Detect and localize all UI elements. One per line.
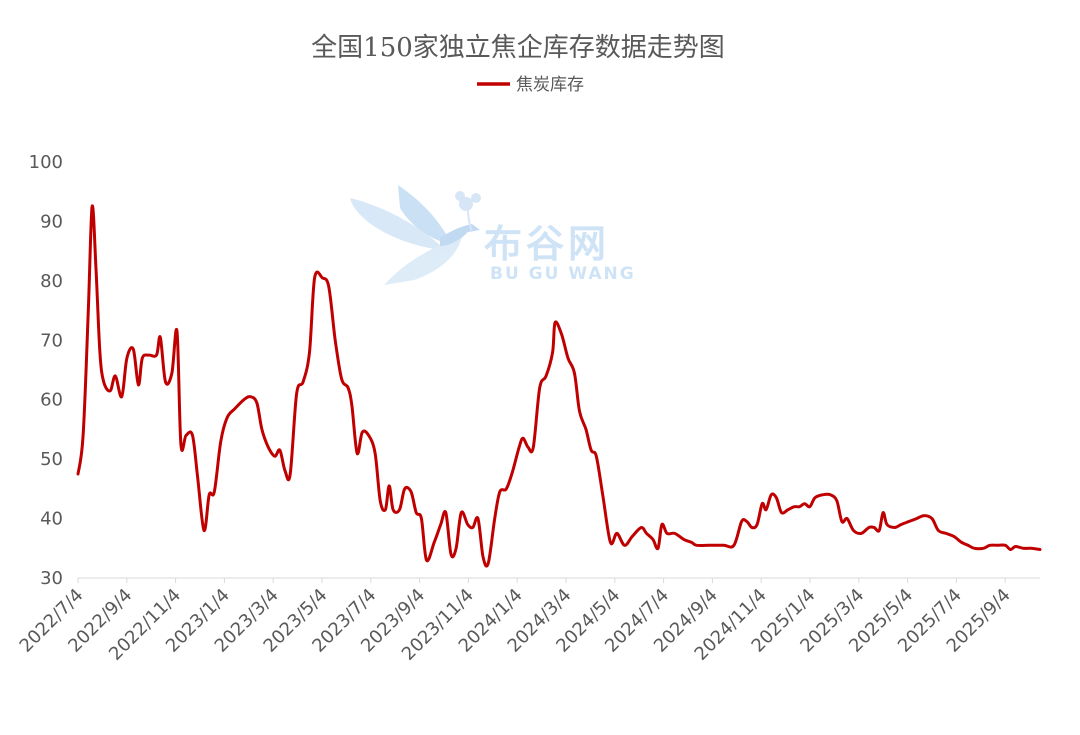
legend-entry-label: 焦炭库存 (516, 75, 584, 95)
y-tick-label: 50 (40, 449, 63, 470)
y-tick-label: 80 (40, 271, 63, 292)
chart-title: 全国150家独立焦企库存数据走势图 (311, 33, 725, 63)
series-line-coke-inventory (76, 204, 1042, 568)
y-tick-label: 90 (40, 211, 63, 232)
watermark: 布谷网 BU GU WANG (350, 185, 636, 285)
y-tick-label: 30 (40, 568, 63, 589)
bird-logo-icon (350, 185, 481, 285)
y-tick-label: 70 (40, 330, 63, 351)
legend: 焦炭库存 (477, 75, 584, 95)
y-tick-label: 40 (40, 509, 63, 530)
watermark-text-cn: 布谷网 (484, 222, 610, 266)
series-layer (76, 204, 1042, 568)
y-axis: 30 40 50 60 70 80 90 100 (29, 152, 63, 589)
y-tick-label: 100 (29, 152, 63, 173)
watermark-text-en: BU GU WANG (490, 264, 636, 284)
y-tick-label: 60 (40, 390, 63, 411)
